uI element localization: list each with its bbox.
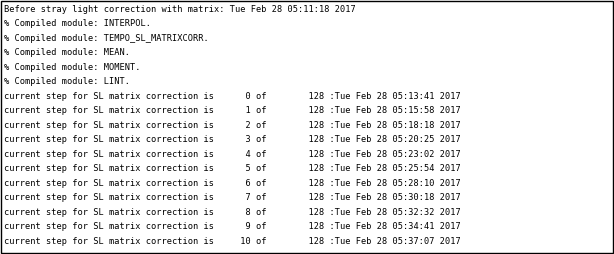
Text: current step for SL matrix correction is      6 of        128 :Tue Feb 28 05:28:: current step for SL matrix correction is… (4, 179, 460, 188)
Text: % Compiled module: MOMENT.: % Compiled module: MOMENT. (4, 63, 141, 72)
Text: current step for SL matrix correction is      4 of        128 :Tue Feb 28 05:23:: current step for SL matrix correction is… (4, 150, 460, 159)
Text: % Compiled module: INTERPOL.: % Compiled module: INTERPOL. (4, 20, 151, 28)
Text: current step for SL matrix correction is      8 of        128 :Tue Feb 28 05:32:: current step for SL matrix correction is… (4, 208, 460, 217)
Text: % Compiled module: MEAN.: % Compiled module: MEAN. (4, 49, 130, 57)
Text: current step for SL matrix correction is     10 of        128 :Tue Feb 28 05:37:: current step for SL matrix correction is… (4, 236, 460, 246)
Text: % Compiled module: LINT.: % Compiled module: LINT. (4, 77, 130, 86)
Text: % Compiled module: TEMPO_SL_MATRIXCORR.: % Compiled module: TEMPO_SL_MATRIXCORR. (4, 34, 209, 43)
Text: current step for SL matrix correction is      9 of        128 :Tue Feb 28 05:34:: current step for SL matrix correction is… (4, 222, 460, 231)
Text: current step for SL matrix correction is      2 of        128 :Tue Feb 28 05:18:: current step for SL matrix correction is… (4, 121, 460, 130)
Text: current step for SL matrix correction is      7 of        128 :Tue Feb 28 05:30:: current step for SL matrix correction is… (4, 193, 460, 202)
Text: current step for SL matrix correction is      0 of        128 :Tue Feb 28 05:13:: current step for SL matrix correction is… (4, 92, 460, 101)
Text: current step for SL matrix correction is      3 of        128 :Tue Feb 28 05:20:: current step for SL matrix correction is… (4, 135, 460, 144)
Text: current step for SL matrix correction is      5 of        128 :Tue Feb 28 05:25:: current step for SL matrix correction is… (4, 164, 460, 173)
Text: current step for SL matrix correction is      1 of        128 :Tue Feb 28 05:15:: current step for SL matrix correction is… (4, 106, 460, 115)
Text: Before stray light correction with matrix: Tue Feb 28 05:11:18 2017: Before stray light correction with matri… (4, 5, 356, 14)
